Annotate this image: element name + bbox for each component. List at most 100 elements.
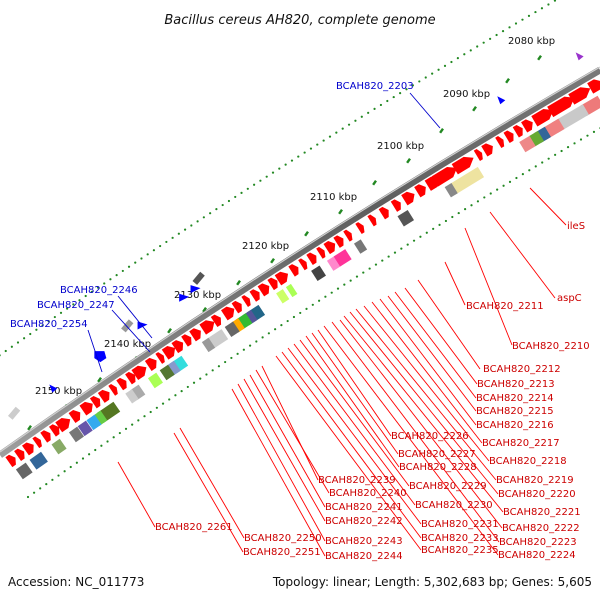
- forward-gene-arrow[interactable]: [210, 313, 224, 328]
- forward-gene-arrow[interactable]: [274, 269, 292, 286]
- forward-gene-arrow[interactable]: [249, 287, 262, 302]
- gene-block[interactable]: [444, 182, 458, 198]
- forward-gene-arrow[interactable]: [79, 399, 96, 416]
- gene-block[interactable]: [15, 462, 33, 480]
- gene-label-bcah820-2227[interactable]: BCAH820_2227: [398, 449, 476, 460]
- gene-block[interactable]: [130, 384, 146, 401]
- gene-label-bcah820-2210[interactable]: BCAH820_2210: [512, 341, 590, 352]
- forward-gene-arrow[interactable]: [343, 228, 354, 242]
- gene-block[interactable]: [51, 438, 67, 455]
- gene-label-bcah820-2261[interactable]: BCAH820_2261: [155, 522, 233, 533]
- gene-label-bcah820-2220[interactable]: BCAH820_2220: [498, 489, 576, 500]
- gene-label-bcah820-2213[interactable]: BCAH820_2213: [477, 379, 555, 390]
- gene-label-bcah820-2222[interactable]: BCAH820_2222: [502, 523, 580, 534]
- gene-block[interactable]: [276, 289, 290, 304]
- forward-gene-arrow[interactable]: [531, 105, 556, 127]
- forward-gene-arrow[interactable]: [378, 205, 392, 220]
- forward-gene-arrow[interactable]: [401, 189, 418, 206]
- forward-gene-arrow[interactable]: [14, 447, 27, 461]
- gene-label-bcah820-2246[interactable]: BCAH820_2246: [60, 285, 138, 296]
- forward-gene-arrow[interactable]: [189, 326, 204, 342]
- gene-block[interactable]: [326, 256, 341, 271]
- forward-gene-arrow[interactable]: [306, 251, 319, 266]
- forward-gene-arrow[interactable]: [451, 153, 477, 175]
- forward-gene-arrow[interactable]: [68, 407, 84, 423]
- forward-gene-arrow[interactable]: [5, 453, 18, 468]
- gene-block[interactable]: [519, 135, 536, 153]
- forward-gene-arrow[interactable]: [521, 117, 536, 133]
- forward-gene-arrow[interactable]: [333, 233, 346, 248]
- gene-block[interactable]: [159, 364, 175, 381]
- forward-gene-arrow[interactable]: [131, 362, 149, 381]
- forward-gene-arrow[interactable]: [171, 338, 186, 354]
- gene-block[interactable]: [125, 389, 139, 404]
- forward-gene-arrow[interactable]: [241, 294, 253, 307]
- gene-block[interactable]: [529, 130, 544, 147]
- gene-label-bcah820-2233[interactable]: BCAH820_2233: [421, 533, 499, 544]
- gene-label-bcah820-2240[interactable]: BCAH820_2240: [329, 488, 407, 499]
- gene-block[interactable]: [29, 451, 48, 470]
- gene-block[interactable]: [397, 209, 415, 227]
- forward-gene-arrow[interactable]: [267, 276, 280, 291]
- forward-gene-arrow[interactable]: [40, 428, 53, 443]
- gene-block[interactable]: [333, 249, 352, 267]
- forward-gene-arrow[interactable]: [390, 197, 404, 212]
- gene-track[interactable]: [0, 52, 600, 480]
- forward-gene-arrow[interactable]: [231, 299, 245, 314]
- reverse-gene-marker[interactable]: [497, 96, 506, 105]
- gene-label-bcah820-2230[interactable]: BCAH820_2230: [415, 500, 493, 511]
- gene-block[interactable]: [192, 271, 205, 285]
- gene-label-iles[interactable]: ileS: [567, 221, 585, 232]
- forward-gene-arrow[interactable]: [144, 355, 160, 371]
- gene-block[interactable]: [92, 410, 108, 427]
- forward-gene-arrow[interactable]: [316, 245, 328, 259]
- gene-label-bcah820-2250[interactable]: BCAH820_2250: [244, 533, 322, 544]
- forward-gene-arrow[interactable]: [288, 262, 301, 277]
- gene-label-bcah820-2239[interactable]: BCAH820_2239: [318, 475, 396, 486]
- gene-label-bcah820-2254[interactable]: BCAH820_2254: [10, 319, 88, 330]
- gene-label-bcah820-2241[interactable]: BCAH820_2241: [325, 502, 403, 513]
- forward-gene-arrow[interactable]: [367, 213, 378, 227]
- forward-gene-arrow[interactable]: [547, 93, 577, 118]
- forward-gene-arrow[interactable]: [503, 129, 517, 144]
- reverse-gene-arrow[interactable]: [190, 285, 201, 294]
- gene-label-bcah820-2243[interactable]: BCAH820_2243: [325, 536, 403, 547]
- gene-label-bcah820-2228[interactable]: BCAH820_2228: [399, 462, 477, 473]
- forward-gene-arrow[interactable]: [155, 351, 167, 364]
- gene-label-bcah820-2221[interactable]: BCAH820_2221: [503, 507, 581, 518]
- forward-gene-arrow[interactable]: [89, 394, 103, 409]
- gene-label-aspc[interactable]: aspC: [557, 293, 582, 304]
- forward-gene-arrow[interactable]: [22, 440, 37, 456]
- reverse-gene-marker[interactable]: [49, 384, 58, 393]
- gene-block[interactable]: [448, 166, 485, 195]
- forward-gene-arrow[interactable]: [424, 173, 443, 191]
- gene-block[interactable]: [147, 372, 163, 389]
- gene-block[interactable]: [86, 414, 102, 431]
- gene-label-bcah820-2235[interactable]: BCAH820_2235: [421, 545, 499, 556]
- forward-gene-arrow[interactable]: [161, 343, 179, 360]
- gene-label-bcah820-2242[interactable]: BCAH820_2242: [325, 516, 403, 527]
- gene-label-bcah820-2218[interactable]: BCAH820_2218: [489, 456, 567, 467]
- gene-block[interactable]: [77, 420, 93, 437]
- gene-label-bcah820-2212[interactable]: BCAH820_2212: [483, 364, 561, 375]
- gene-label-bcah820-2231[interactable]: BCAH820_2231: [421, 519, 499, 530]
- gene-label-bcah820-2214[interactable]: BCAH820_2214: [476, 393, 554, 404]
- forward-gene-arrow[interactable]: [355, 221, 366, 234]
- gene-label-bcah820-2224[interactable]: BCAH820_2224: [498, 550, 576, 561]
- forward-gene-arrow[interactable]: [55, 414, 73, 433]
- reverse-gene-marker[interactable]: [94, 351, 107, 363]
- gene-block[interactable]: [353, 239, 368, 254]
- forward-gene-arrow[interactable]: [221, 304, 238, 321]
- reverse-gene-marker[interactable]: [575, 52, 584, 61]
- gene-block[interactable]: [7, 406, 21, 420]
- forward-gene-arrow[interactable]: [108, 382, 120, 396]
- gene-label-bcah820-2244[interactable]: BCAH820_2244: [325, 551, 403, 562]
- gene-block[interactable]: [121, 319, 134, 333]
- forward-gene-arrow[interactable]: [512, 123, 526, 138]
- gene-label-bcah820-2229[interactable]: BCAH820_2229: [409, 481, 487, 492]
- gene-label-bcah820-2215[interactable]: BCAH820_2215: [476, 406, 554, 417]
- reverse-gene-arrow[interactable]: [179, 293, 190, 302]
- gene-block[interactable]: [68, 426, 85, 443]
- forward-gene-arrow[interactable]: [199, 317, 217, 335]
